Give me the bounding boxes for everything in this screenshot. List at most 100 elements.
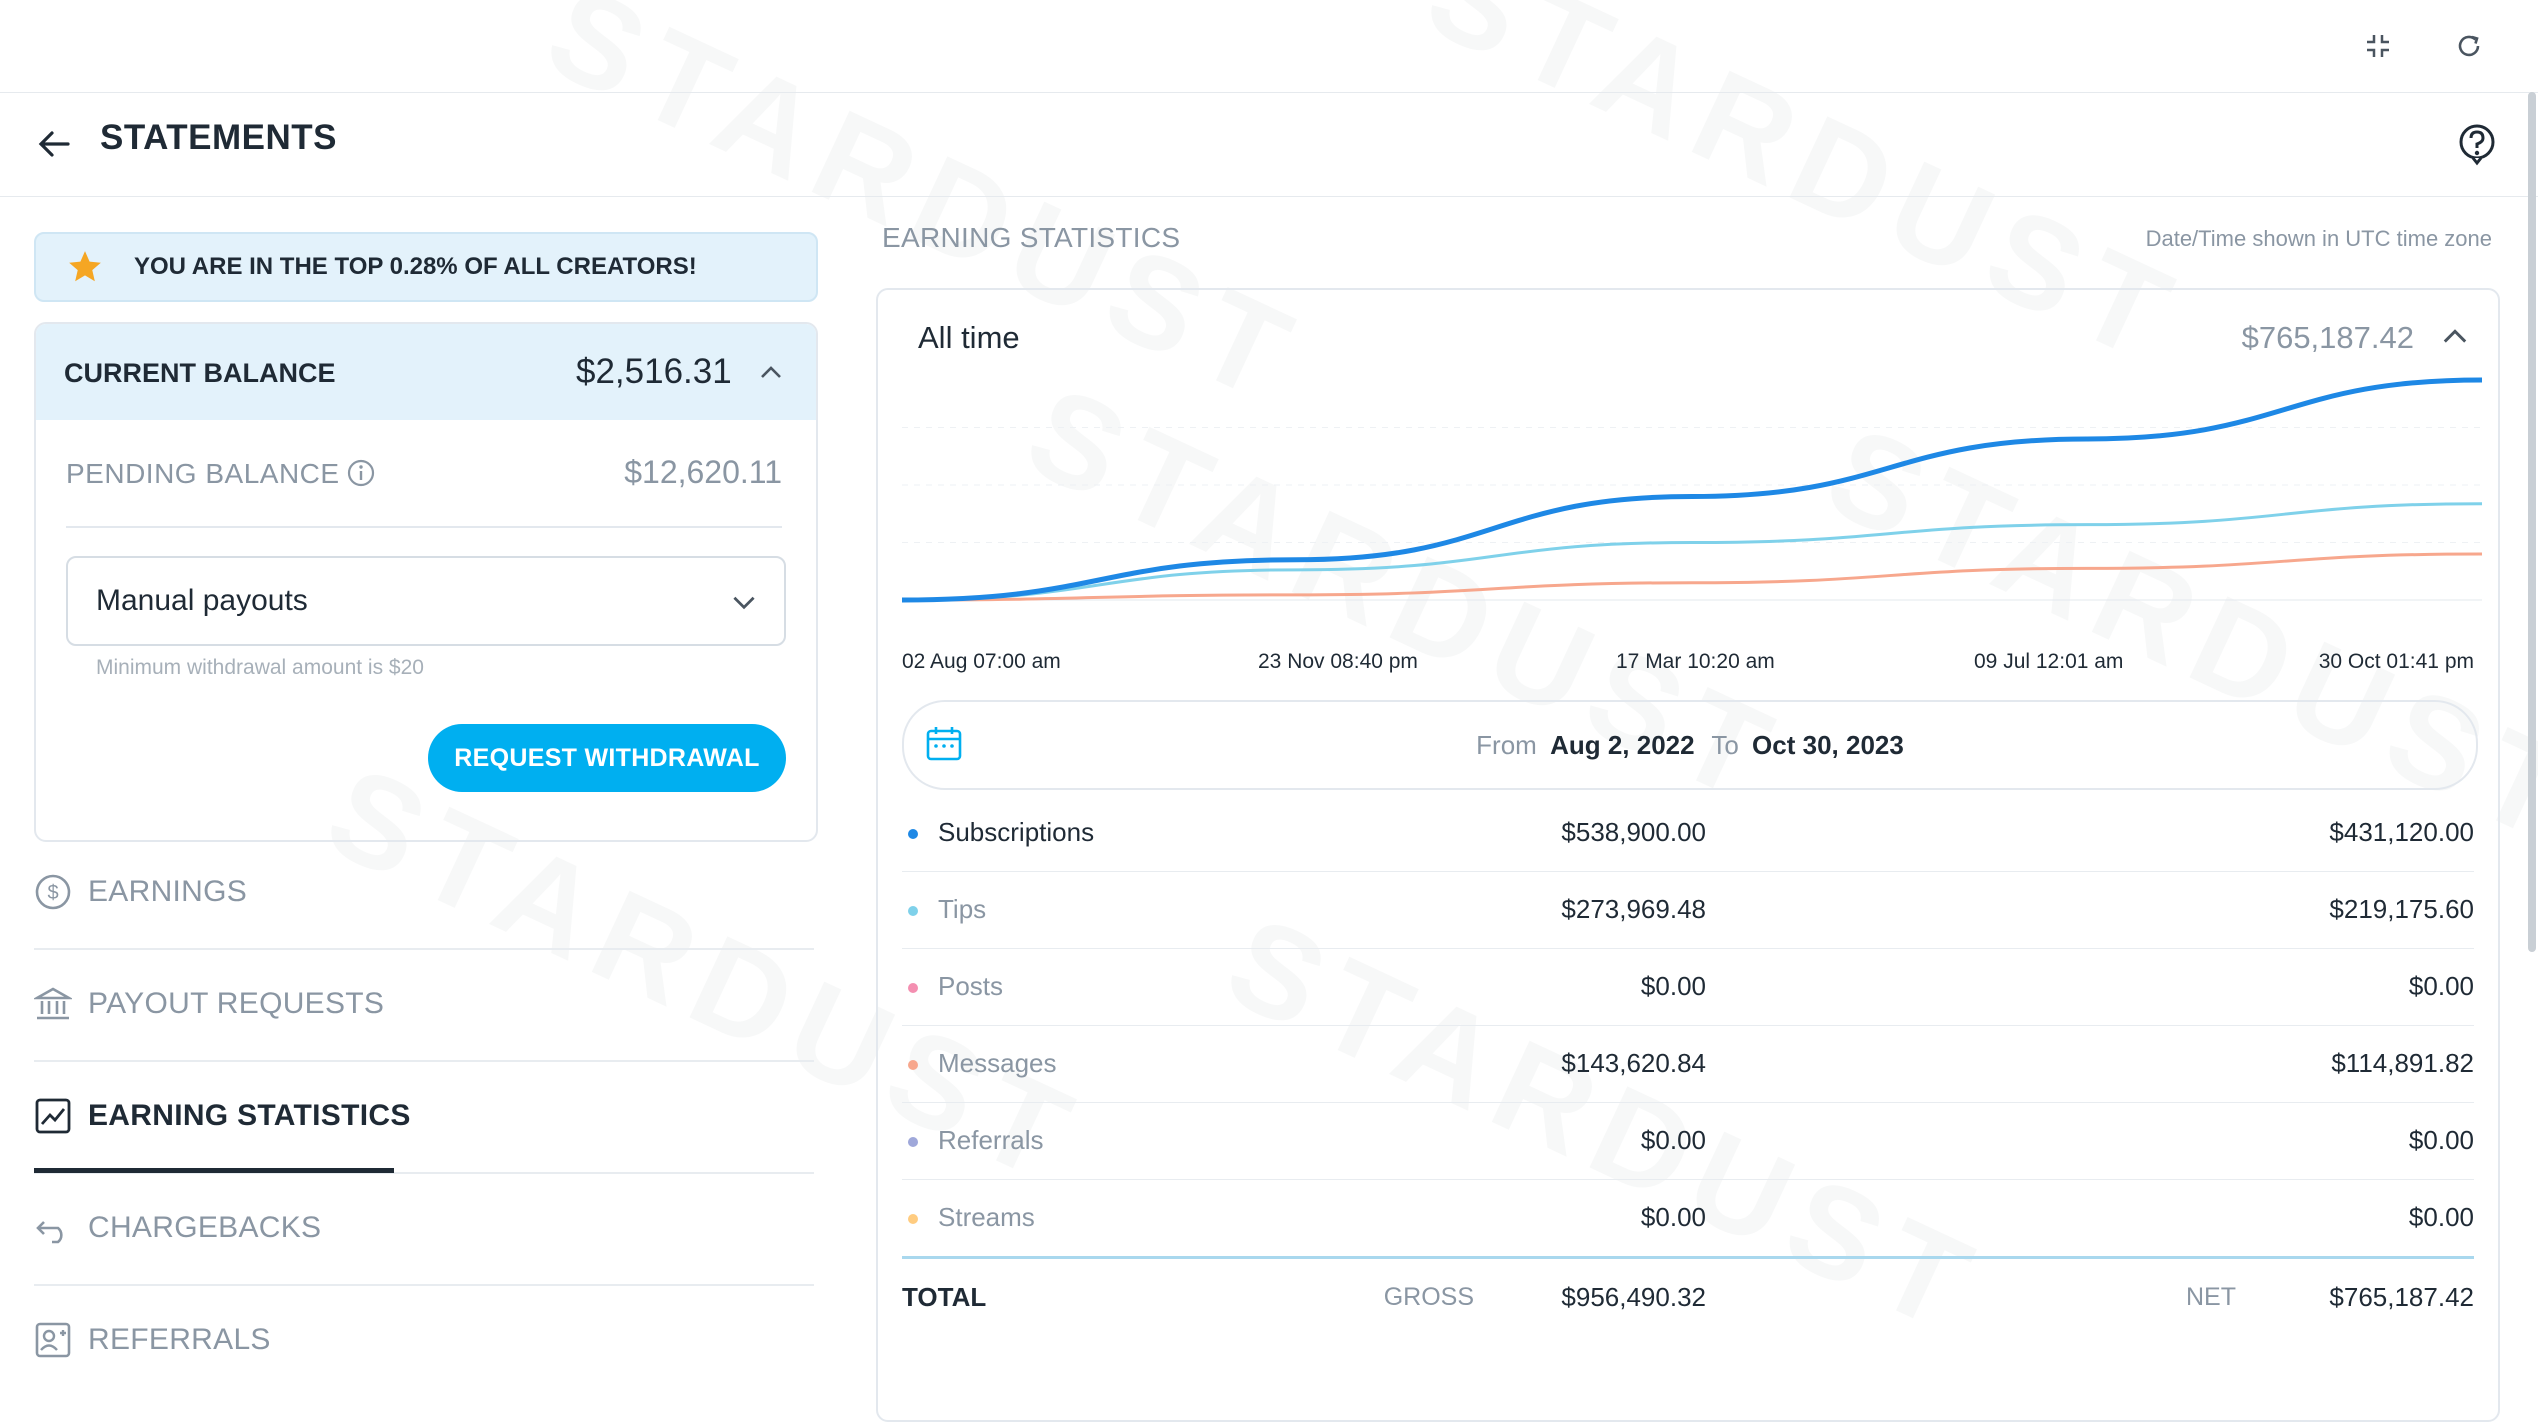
undo-icon [34, 1209, 72, 1247]
refresh-icon[interactable] [2445, 22, 2493, 70]
nav-label: EARNINGS [88, 875, 248, 908]
from-label: From [1476, 730, 1537, 760]
active-tab-indicator [34, 1168, 394, 1173]
top-bar [0, 0, 2538, 93]
date-range-text: From Aug 2, 2022 To Oct 30, 2023 [904, 702, 2476, 788]
legend-dot [908, 829, 918, 839]
fullscreen-exit-icon[interactable] [2354, 22, 2402, 70]
current-balance-label: CURRENT BALANCE [64, 358, 336, 388]
nav-label: EARNING STATISTICS [88, 1099, 411, 1132]
scrollbar[interactable] [2528, 92, 2536, 952]
to-date: Oct 30, 2023 [1752, 730, 1904, 760]
page-title: STATEMENTS [100, 118, 338, 157]
row-net: $431,120.00 [2329, 817, 2474, 847]
back-arrow-icon[interactable] [34, 124, 74, 164]
pending-balance-amount: $12,620.11 [624, 454, 782, 490]
chevron-down-icon [728, 586, 760, 618]
earnings-row-referrals: Referrals $0.00 $0.00 [902, 1102, 2474, 1180]
earnings-line-chart [902, 377, 2482, 603]
total-label: TOTAL [902, 1282, 987, 1312]
series-line [902, 377, 2482, 603]
period-label: All time [918, 320, 1020, 355]
earnings-row-messages: Messages $143,620.84 $114,891.82 [902, 1025, 2474, 1103]
gross-label: GROSS [1383, 1283, 1474, 1311]
row-net: $114,891.82 [2331, 1048, 2474, 1078]
row-name: Subscriptions [938, 817, 1095, 847]
chevron-up-icon[interactable] [756, 358, 786, 388]
series-line [902, 502, 2482, 602]
row-gross: $538,900.00 [1561, 817, 1706, 847]
earnings-total-row: TOTAL GROSS $956,490.32 NET $765,187.42 [902, 1256, 2474, 1336]
balance-card: CURRENT BALANCE $2,516.31 PENDING BALANC… [34, 322, 818, 842]
timezone-note: Date/Time shown in UTC time zone [2145, 226, 2492, 251]
top-creator-banner: YOU ARE IN THE TOP 0.28% OF ALL CREATORS… [34, 232, 818, 302]
row-name: Tips [938, 894, 987, 924]
nav-item-earning-statistics[interactable]: EARNING STATISTICS [34, 1060, 814, 1174]
row-gross: $143,620.84 [1561, 1048, 1706, 1078]
pending-balance-label: PENDING BALANCE [66, 458, 340, 489]
chevron-up-icon[interactable] [2438, 320, 2472, 354]
to-label: To [1711, 730, 1739, 760]
period-total: $765,187.42 [2241, 320, 2414, 355]
row-name: Streams [938, 1202, 1035, 1232]
current-balance-amount: $2,516.31 [576, 352, 732, 391]
row-name: Posts [938, 971, 1004, 1001]
x-tick-label: 17 Mar 10:20 am [1616, 650, 1775, 673]
earnings-row-posts: Posts $0.00 $0.00 [902, 948, 2474, 1026]
svg-text:$: $ [47, 882, 58, 904]
payout-method-select[interactable]: Manual payouts [66, 556, 786, 646]
section-title: EARNING STATISTICS [882, 222, 1181, 253]
total-net: $765,187.42 [2329, 1282, 2474, 1312]
total-gross: $956,490.32 [1561, 1282, 1706, 1312]
nav-item-referrals[interactable]: REFERRALS [34, 1284, 814, 1396]
chart-icon [34, 1097, 72, 1135]
series-line [902, 552, 2482, 602]
row-gross: $0.00 [1640, 1125, 1706, 1155]
row-net: $0.00 [2408, 1125, 2474, 1155]
row-net: $0.00 [2408, 971, 2474, 1001]
legend-dot [908, 1060, 918, 1070]
calendar-icon[interactable] [924, 724, 964, 764]
legend-dot [908, 983, 918, 993]
legend-dot [908, 1137, 918, 1147]
row-net: $219,175.60 [2329, 894, 2474, 924]
earnings-row-tips: Tips $273,969.48 $219,175.60 [902, 871, 2474, 949]
payout-method-value: Manual payouts [96, 584, 308, 617]
date-range-picker[interactable]: From Aug 2, 2022 To Oct 30, 2023 [902, 700, 2478, 790]
x-tick-label: 23 Nov 08:40 pm [1258, 650, 1418, 673]
x-tick-label: 09 Jul 12:01 am [1974, 650, 2124, 673]
from-date: Aug 2, 2022 [1550, 730, 1695, 760]
current-balance-row[interactable]: CURRENT BALANCE $2,516.31 [36, 324, 816, 420]
banner-text: YOU ARE IN THE TOP 0.28% OF ALL CREATORS… [134, 253, 697, 280]
bank-icon [32, 985, 74, 1023]
pending-balance-row: PENDING BALANCE $12,620.11 [66, 420, 782, 528]
earning-statistics-card: All time $765,187.42 02 Aug 07:00 am 23 … [876, 288, 2500, 1422]
net-label: NET [2186, 1283, 2236, 1311]
request-withdrawal-button[interactable]: REQUEST WITHDRAWAL [428, 724, 786, 792]
earnings-row-streams: Streams $0.00 $0.00 [902, 1179, 2474, 1256]
info-icon[interactable] [346, 458, 376, 488]
nav-item-payout-requests[interactable]: PAYOUT REQUESTS [32, 948, 814, 1062]
x-tick-label: 30 Oct 01:41 pm [2318, 650, 2474, 673]
nav-label: PAYOUT REQUESTS [88, 987, 385, 1020]
page-header [0, 92, 2538, 197]
row-gross: $0.00 [1640, 971, 1706, 1001]
nav-item-chargebacks[interactable]: CHARGEBACKS [34, 1172, 814, 1286]
nav-label: CHARGEBACKS [88, 1211, 322, 1244]
legend-dot [908, 1214, 918, 1224]
legend-dot [908, 906, 918, 916]
row-name: Messages [938, 1048, 1057, 1078]
x-tick-label: 02 Aug 07:00 am [902, 650, 1061, 673]
row-name: Referrals [938, 1125, 1044, 1155]
nav-item-earnings[interactable]: $ EARNINGS [34, 836, 814, 950]
row-gross: $273,969.48 [1561, 894, 1706, 924]
nav-label: REFERRALS [88, 1323, 271, 1356]
star-icon [66, 248, 104, 286]
row-gross: $0.00 [1640, 1202, 1706, 1232]
min-withdrawal-hint: Minimum withdrawal amount is $20 [96, 656, 424, 679]
row-net: $0.00 [2408, 1202, 2474, 1232]
help-icon[interactable] [2455, 122, 2499, 166]
earnings-row-subscriptions: Subscriptions $538,900.00 $431,120.00 [902, 794, 2474, 872]
referral-icon [34, 1321, 72, 1359]
dollar-circle-icon: $ [34, 873, 72, 911]
